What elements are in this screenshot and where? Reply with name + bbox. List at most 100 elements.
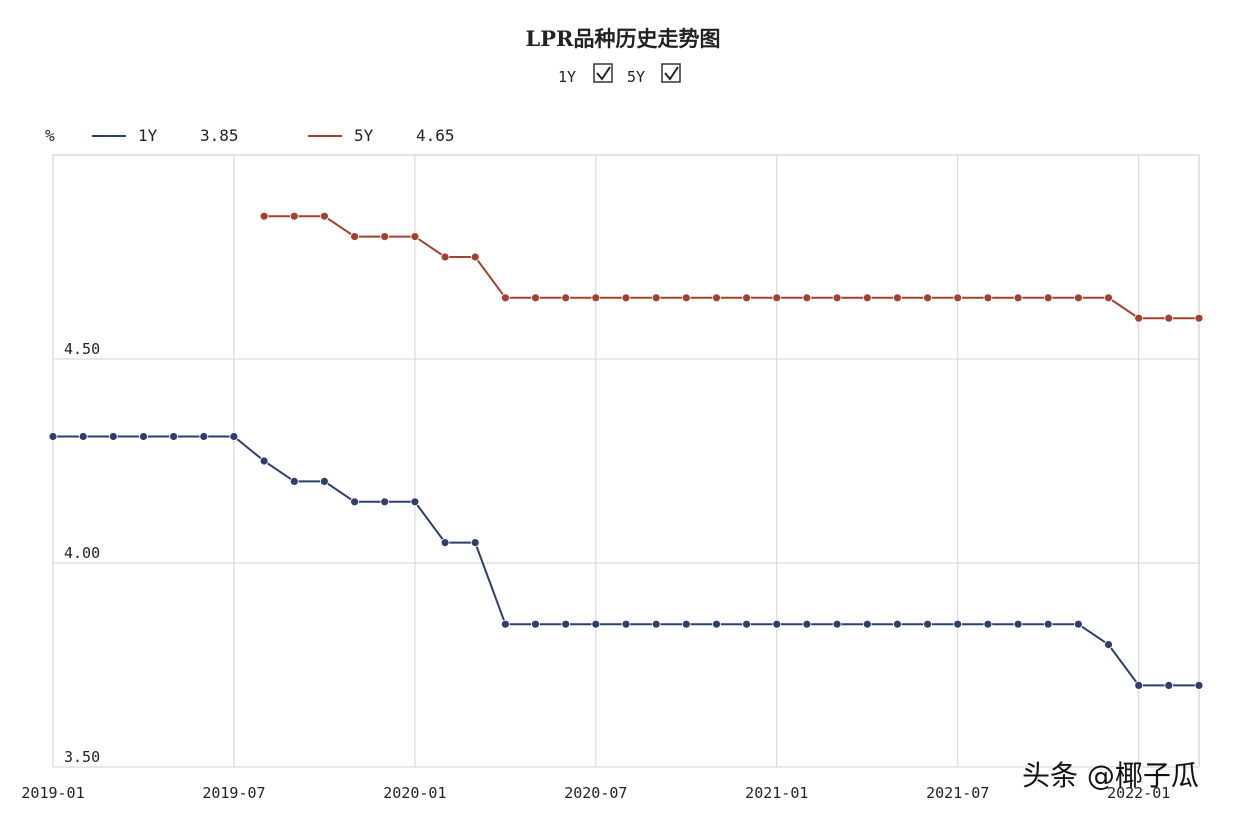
data-point-5y[interactable] [681,293,691,303]
data-point-5y[interactable] [772,293,782,303]
data-point-1y[interactable] [832,619,842,629]
data-point-1y[interactable] [48,432,58,441]
data-point-1y[interactable] [953,619,963,629]
data-point-5y[interactable] [289,211,299,221]
data-point-5y[interactable] [440,252,450,262]
data-point-1y[interactable] [651,619,661,629]
data-point-1y[interactable] [1164,681,1174,690]
data-point-1y[interactable] [1043,619,1053,629]
data-point-1y[interactable] [772,619,782,629]
series-toggle-5y[interactable]: 5Y [627,63,681,86]
data-point-5y[interactable] [350,232,360,242]
data-point-5y[interactable] [1013,293,1023,303]
data-point-1y[interactable] [621,619,631,629]
data-point-5y[interactable] [1164,313,1174,323]
x-axis-ticks: 2019-01 2019-07 2020-01 2020-07 2021-01 2021-… [21,784,1170,802]
data-point-5y[interactable] [470,252,480,262]
data-point-1y[interactable] [259,456,269,466]
data-point-5y[interactable] [1074,293,1083,303]
data-point-5y[interactable] [1104,293,1113,303]
data-point-1y[interactable] [681,619,691,629]
data-point-1y[interactable] [712,619,721,629]
data-point-1y[interactable] [1194,681,1204,690]
data-point-5y[interactable] [259,211,269,221]
checkbox-icon[interactable] [661,63,681,83]
data-point-1y[interactable] [531,619,540,629]
data-point-1y[interactable] [923,619,932,629]
data-point-1y[interactable] [108,432,118,441]
data-point-1y[interactable] [561,619,571,629]
data-point-5y[interactable] [1043,293,1053,303]
data-point-5y[interactable] [500,293,510,303]
data-point-1y[interactable] [1074,619,1083,629]
data-point-1y[interactable] [289,476,299,486]
series-toggle-1y[interactable]: 1Y [558,63,613,86]
data-point-1y[interactable] [229,432,239,441]
series-5y [259,211,1204,323]
data-point-5y[interactable] [712,293,721,303]
series-1y [48,432,1204,690]
series-line-5y [264,215,1199,320]
x-tick-label: 2020-07 [564,784,627,802]
watermark: 头条 @椰子瓜 [1022,759,1199,792]
legend-value-1y: 3.85 [200,126,239,145]
data-point-5y[interactable] [742,293,751,303]
data-point-5y[interactable] [531,293,540,303]
checkbox-icon[interactable] [593,63,613,83]
data-point-1y[interactable] [500,619,510,629]
data-point-1y[interactable] [78,432,88,441]
data-point-1y[interactable] [983,619,993,629]
data-point-1y[interactable] [410,497,420,507]
data-point-5y[interactable] [319,211,329,221]
data-point-5y[interactable] [923,293,932,303]
data-point-5y[interactable] [893,293,902,303]
legend-item-1y: 1Y 3.85 [92,126,239,145]
data-point-5y[interactable] [621,293,631,303]
data-point-1y[interactable] [862,619,872,629]
legend-name-1y: 1Y [138,126,158,145]
data-point-1y[interactable] [802,619,812,629]
legend-item-5y: 5Y 4.65 [308,126,455,145]
x-tick-label: 2021-07 [926,784,989,802]
data-point-1y[interactable] [350,497,360,507]
y-tick-label: 4.00 [64,544,100,562]
data-point-5y[interactable] [651,293,661,303]
legend-value-5y: 4.65 [416,126,455,145]
data-point-1y[interactable] [319,476,329,486]
data-point-1y[interactable] [169,432,179,441]
data-point-5y[interactable] [953,293,963,303]
data-point-1y[interactable] [742,619,751,629]
x-tick-label: 2019-07 [202,784,265,802]
data-point-1y[interactable] [440,538,450,547]
y-axis-ticks: 3.50 4.00 4.50 [64,340,100,766]
data-point-1y[interactable] [470,538,480,547]
x-tick-label: 2019-01 [21,784,84,802]
data-point-5y[interactable] [380,232,390,242]
data-point-5y[interactable] [862,293,872,303]
grid-lines [52,155,1199,768]
data-point-5y[interactable] [802,293,812,303]
data-point-5y[interactable] [410,232,420,242]
data-point-5y[interactable] [832,293,842,303]
chart-title: LPR品种历史走势图 [525,26,720,51]
data-point-1y[interactable] [1134,681,1144,690]
series-lines [48,211,1204,690]
data-point-1y[interactable] [591,619,601,629]
legend-name-5y: 5Y [354,126,374,145]
y-tick-label: 3.50 [64,748,100,766]
data-point-5y[interactable] [983,293,993,303]
data-point-1y[interactable] [380,497,390,507]
x-tick-label: 2021-01 [745,784,808,802]
data-point-1y[interactable] [893,619,902,629]
data-point-1y[interactable] [1013,619,1023,629]
data-point-5y[interactable] [561,293,571,303]
x-tick-label: 2022-01 [1107,784,1170,802]
data-point-1y[interactable] [139,432,148,441]
data-point-1y[interactable] [1104,640,1113,649]
data-point-5y[interactable] [1134,313,1144,323]
data-point-5y[interactable] [591,293,601,303]
data-point-5y[interactable] [1194,313,1204,323]
data-point-1y[interactable] [199,432,209,441]
